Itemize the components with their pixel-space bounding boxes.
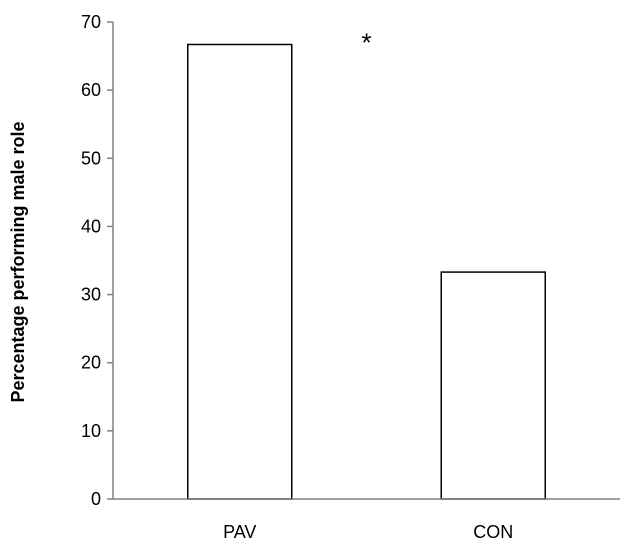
bar-pav [187, 43, 293, 500]
y-axis-ticks: 0 10 20 30 40 50 60 70 [81, 12, 113, 509]
y-tick-label: 10 [81, 421, 101, 441]
y-tick-label: 20 [81, 353, 101, 373]
y-tick-label: 30 [81, 285, 101, 305]
x-tick-label: PAV [223, 522, 256, 542]
bars [187, 43, 546, 500]
y-tick-label: 50 [81, 148, 101, 168]
y-axis-label: Percentage performing male role [8, 121, 28, 402]
bar-con [440, 271, 546, 500]
y-tick-label: 70 [81, 12, 101, 32]
x-tick-label: CON [473, 522, 513, 542]
significance-asterisk: * [361, 28, 371, 58]
y-tick-label: 60 [81, 80, 101, 100]
y-tick-label: 0 [91, 489, 101, 509]
x-axis-ticks: PAV CON [223, 522, 513, 542]
annotations: * [361, 28, 371, 58]
y-tick-label: 40 [81, 216, 101, 236]
